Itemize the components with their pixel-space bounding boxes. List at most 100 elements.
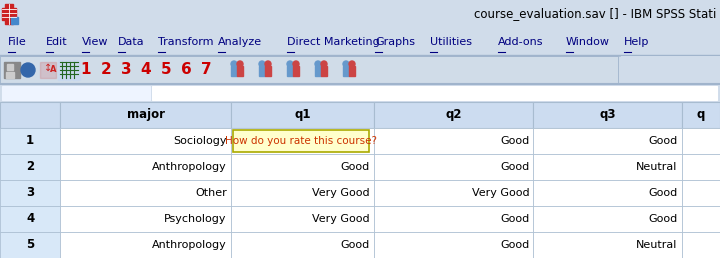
Bar [682,102,720,128]
Bar [60,180,231,206]
Bar [682,128,720,154]
Text: 2: 2 [101,62,112,77]
Bar [374,102,533,128]
Text: Utilities: Utilities [430,37,472,47]
Text: Good: Good [500,136,529,146]
Text: Edit: Edit [46,37,68,47]
Bar [60,206,231,232]
Bar [0,206,60,232]
Text: File: File [8,37,27,47]
Text: Good: Good [500,162,529,172]
Bar [315,66,321,76]
Bar [265,66,271,76]
Bar [5,4,13,24]
Text: View: View [82,37,109,47]
Circle shape [293,61,299,67]
Text: Very Good: Very Good [312,214,370,224]
Bar [231,154,374,180]
Text: Psychology: Psychology [164,214,227,224]
Circle shape [237,61,243,67]
Bar [259,66,265,76]
Bar [682,180,720,206]
Text: Transform: Transform [158,37,214,47]
Bar [0,154,60,180]
Bar [231,102,374,128]
Text: Add-ons: Add-ons [498,37,544,47]
Text: Data: Data [118,37,145,47]
Text: Very Good: Very Good [472,188,529,198]
Text: 7: 7 [201,62,211,77]
Bar [0,102,60,128]
Text: q2: q2 [445,109,462,122]
Bar [11,17,18,24]
Text: 5: 5 [26,238,35,252]
Text: 5: 5 [161,62,171,77]
Text: Good: Good [648,214,678,224]
Text: ↕: ↕ [44,63,52,73]
Bar [374,154,533,180]
Text: A: A [50,66,56,75]
Text: Good: Good [341,240,370,250]
Bar [343,66,349,76]
Bar [231,180,374,206]
Bar [374,206,533,232]
Bar [0,232,60,258]
Text: q: q [696,109,705,122]
Text: Graphs: Graphs [375,37,415,47]
Bar [58,60,80,80]
Text: Good: Good [500,240,529,250]
Bar [231,128,374,154]
Bar [60,128,231,154]
Text: 6: 6 [181,62,192,77]
Text: Other: Other [195,188,227,198]
Bar [0,56,618,84]
Text: 3: 3 [121,62,131,77]
Text: Good: Good [341,162,370,172]
Bar [0,56,618,84]
Text: 4: 4 [140,62,151,77]
Text: Good: Good [648,188,678,198]
Circle shape [21,63,35,77]
Bar [374,232,533,258]
Bar [231,206,374,232]
Text: 2: 2 [26,160,35,173]
Text: 4: 4 [26,213,35,225]
Circle shape [321,61,327,67]
Bar [0,128,60,154]
Text: Neutral: Neutral [636,162,678,172]
Circle shape [343,61,349,67]
Text: Good: Good [500,214,529,224]
Bar [682,154,720,180]
Bar [533,128,682,154]
Text: Anthropology: Anthropology [152,240,227,250]
Bar [7,64,13,70]
Text: Help: Help [624,37,649,47]
Text: Direct Marketing: Direct Marketing [287,37,379,47]
Text: Analyze: Analyze [218,37,262,47]
Text: major: major [127,109,165,122]
Bar [60,232,231,258]
Bar [321,66,327,76]
Text: course_evaluation.sav [] - IBM SPSS Stati: course_evaluation.sav [] - IBM SPSS Stat… [474,7,716,20]
Text: Sociology: Sociology [174,136,227,146]
Bar [231,66,237,76]
Circle shape [315,61,321,67]
Bar [533,232,682,258]
Bar [533,206,682,232]
Circle shape [259,61,265,67]
Bar [533,102,682,128]
Text: 1: 1 [81,62,91,77]
Bar [0,180,60,206]
Circle shape [265,61,271,67]
Bar [60,102,231,128]
Text: q3: q3 [599,109,616,122]
Bar [374,128,533,154]
Bar [682,206,720,232]
Text: Good: Good [648,136,678,146]
Text: q1: q1 [294,109,310,122]
Bar [533,154,682,180]
Bar [287,66,293,76]
Text: Very Good: Very Good [312,188,370,198]
Text: Anthropology: Anthropology [152,162,227,172]
Text: 3: 3 [26,187,35,199]
